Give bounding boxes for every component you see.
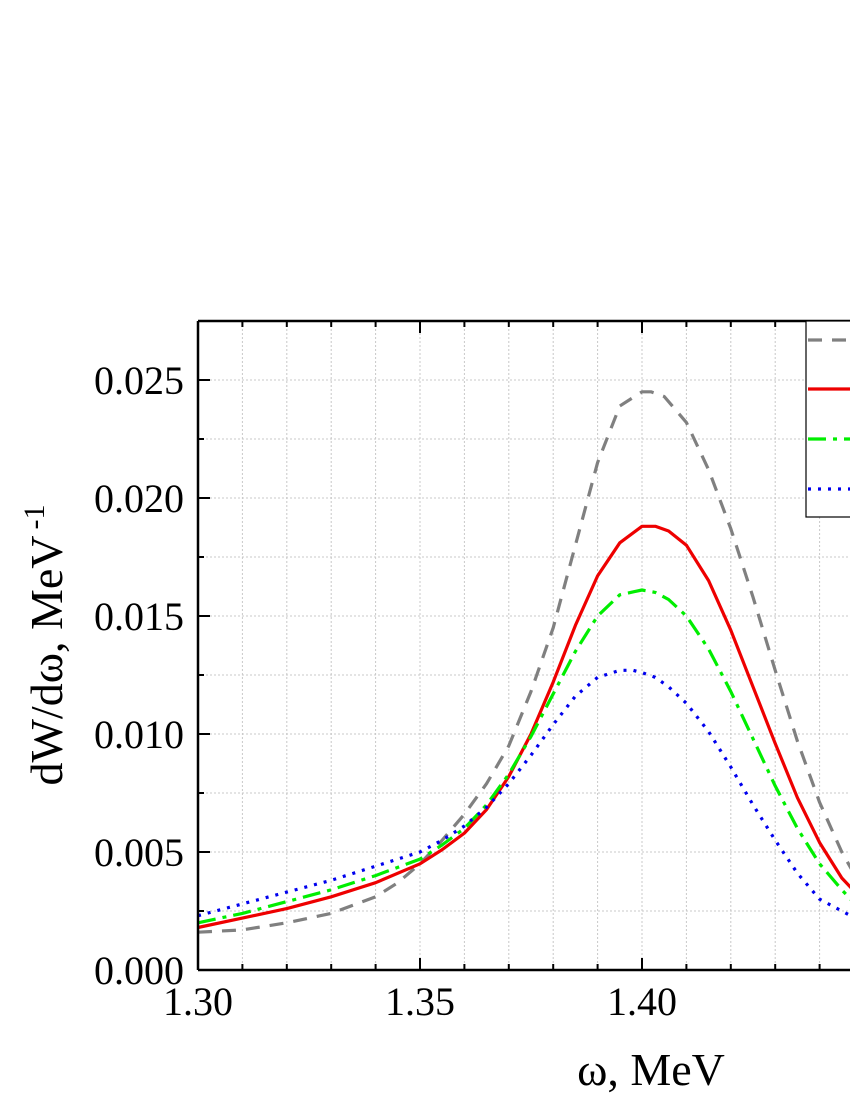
y-tick-label: 0.020 xyxy=(94,476,184,521)
x-axis-title: ω, MeV xyxy=(577,1044,725,1095)
y-axis-title-sup: -1 xyxy=(18,504,51,529)
legend xyxy=(805,320,850,518)
legend-box xyxy=(805,320,850,518)
axis-labels: ω, MeV dW/dω, MeV -1 xyxy=(18,504,725,1095)
x-tick-label: 1.35 xyxy=(385,979,455,1024)
y-tick-label: 0.000 xyxy=(94,948,184,993)
y-tick-label: 0.005 xyxy=(94,830,184,875)
series-group xyxy=(197,390,850,934)
y-tick-label: 0.025 xyxy=(94,358,184,403)
series-line-4 xyxy=(197,668,850,918)
x-tick-label: 1.40 xyxy=(607,979,677,1024)
grid xyxy=(198,320,850,970)
y-axis-title: dW/dω, MeV -1 xyxy=(18,504,72,785)
series-line-2 xyxy=(197,524,850,930)
y-tick-label: 0.015 xyxy=(94,594,184,639)
x-tick-label: 1.30 xyxy=(163,979,233,1024)
series-line-1 xyxy=(197,390,850,934)
axes: 1.301.351.401.0.0000.0050.0100.0150.0200… xyxy=(94,319,850,1024)
y-tick-label: 0.010 xyxy=(94,712,184,757)
series-line-3 xyxy=(197,588,850,925)
y-axis-title-main: dW/dω, MeV xyxy=(21,535,72,785)
